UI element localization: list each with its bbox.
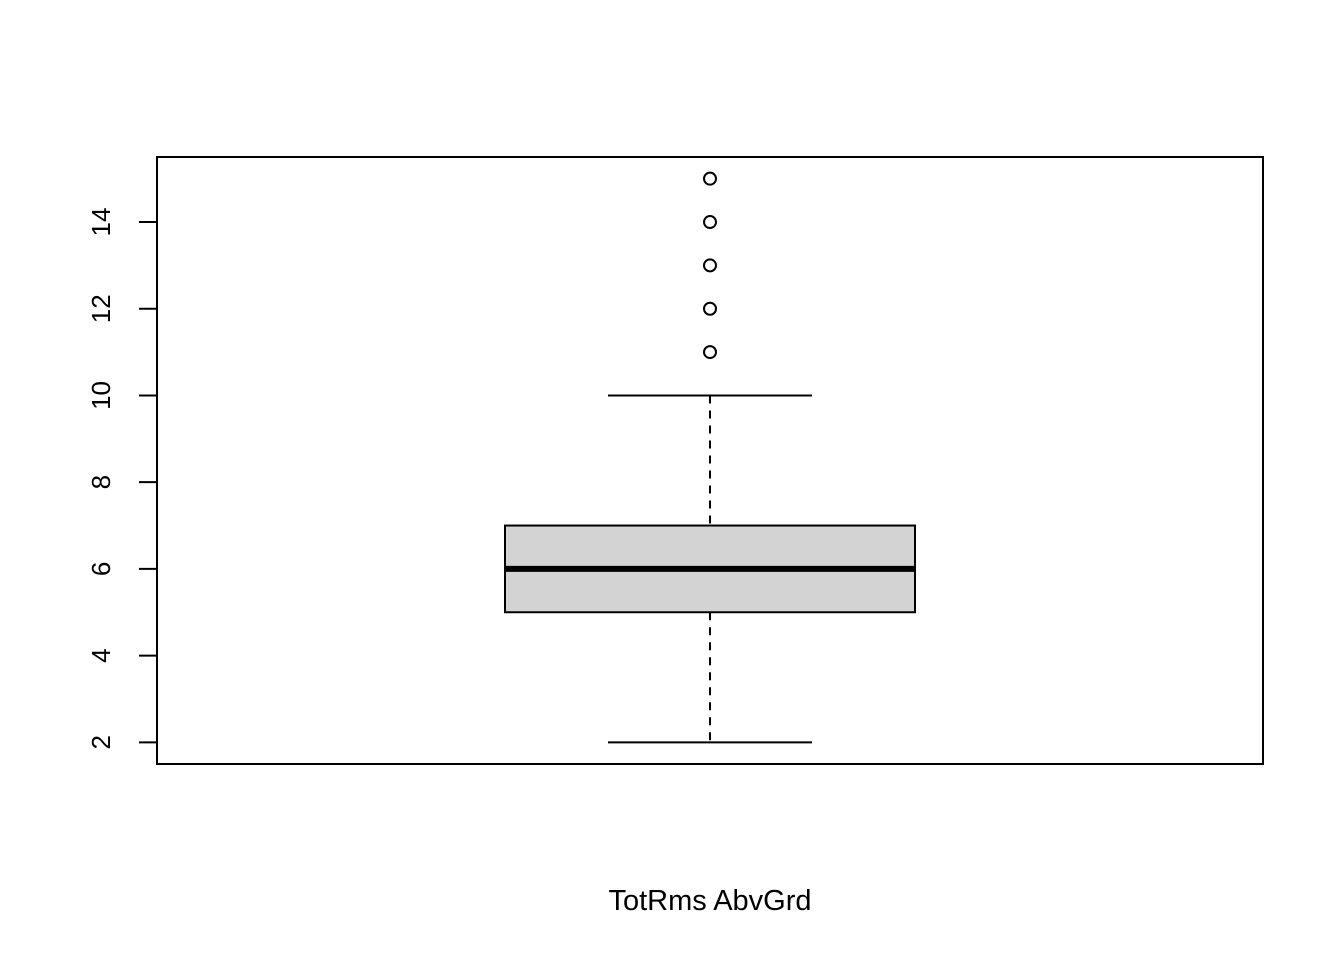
x-axis-title: TotRms AbvGrd	[608, 885, 811, 917]
y-tick-label: 10	[86, 381, 116, 410]
outlier-point	[703, 345, 717, 360]
outlier-point	[703, 301, 717, 316]
y-tick-label: 4	[86, 648, 116, 662]
y-tick-label: 6	[86, 562, 116, 576]
outlier-point	[703, 258, 717, 273]
outlier-point	[703, 171, 717, 186]
y-axis: 2 4 6 8 10 12 14	[86, 208, 158, 750]
outlier-point	[703, 215, 717, 230]
y-tick-label: 2	[86, 735, 116, 749]
y-tick-label: 8	[86, 475, 116, 489]
y-tick-label: 14	[86, 208, 116, 237]
y-tick-label: 12	[86, 294, 116, 323]
box-plot	[504, 171, 916, 744]
